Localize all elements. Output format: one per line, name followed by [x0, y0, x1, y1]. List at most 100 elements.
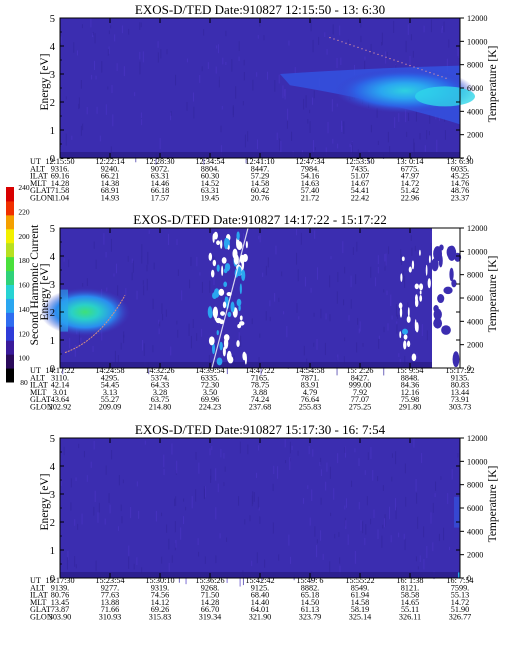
y2-tick-label: 8000 [467, 481, 483, 490]
orbit-cell: 42.14 [51, 381, 69, 390]
colorbar-tick-label: 100 [18, 354, 30, 363]
orbit-cell: 74.56 [151, 591, 169, 600]
orbit-cell: 3.01 [53, 388, 67, 397]
orbit-row-label: GLON [30, 403, 53, 412]
temperature-trace-point [385, 56, 387, 58]
orbit-cell: 224.23 [199, 403, 222, 412]
orbit-cell: 237.68 [249, 403, 272, 412]
orbit-row-label: UT [30, 576, 41, 585]
orbit-cell: 275.25 [349, 403, 372, 412]
y-axis-label: Energy [eV] [39, 54, 51, 111]
temperature-trace-point [433, 73, 435, 75]
colorbar-swatch [6, 214, 14, 230]
orbit-cell: 14.40 [251, 598, 269, 607]
orbit-cell: 14.76 [451, 179, 469, 188]
orbit-row-label: GLON [30, 194, 53, 203]
y2-axis-label: Temperature [K] [487, 46, 499, 123]
temperature-trace-point [421, 69, 423, 71]
colorbar-swatch [6, 270, 14, 285]
y-tick-label: 2 [50, 98, 55, 109]
y-axis-label: Energy [eV] [39, 264, 51, 321]
orbit-cell: 15:55:22 [345, 576, 374, 585]
colorbar-tick-label: 120 [18, 329, 30, 338]
orbit-cell: 9319. [151, 583, 169, 592]
temperature-trace-point [353, 45, 355, 47]
beam-fragment [402, 328, 408, 335]
panel-1: EXOS-D/TED Date:910827 12:15:50 - 13: 6:… [30, 2, 499, 203]
orbit-cell: 77.07 [351, 395, 369, 404]
panel-3: EXOS-D/TED Date:910827 15:17:30 - 16: 7:… [30, 422, 499, 622]
orbit-cell: 69.26 [151, 605, 169, 614]
colorbar-swatch [6, 326, 14, 341]
orbit-cell: 78.75 [251, 381, 269, 390]
orbit-cell: 9268. [201, 583, 219, 592]
y-tick-label: 4 [50, 252, 56, 263]
orbit-cell: 14.67 [351, 179, 369, 188]
y-tick-label: 1 [50, 336, 55, 347]
orbit-cell: 14.58 [351, 598, 369, 607]
orbit-cell: 16: 7:54 [446, 576, 473, 585]
y2-tick-label: 6000 [467, 84, 483, 93]
colorbar-tick-label: 240 [18, 183, 30, 192]
orbit-cell: 319.34 [199, 613, 222, 622]
ion-beam-edge [454, 496, 460, 528]
orbit-cell: 80.76 [51, 591, 69, 600]
temperature-trace [64, 294, 126, 354]
saturation-speckle-right [398, 249, 431, 362]
panel-title: EXOS-D/TED Date:910827 12:15:50 - 13: 6:… [135, 2, 385, 17]
orbit-cell: 14.38 [101, 179, 119, 188]
orbit-row-label: GLON [30, 613, 53, 622]
temperature-trace-point [345, 42, 347, 44]
orbit-cell: 9125. [251, 583, 269, 592]
y2-axis-label: Temperature [K] [487, 256, 499, 333]
orbit-cell: 4.79 [303, 388, 317, 397]
orbit-cell: 58.19 [351, 605, 369, 614]
y2-axis-label: Temperature [K] [487, 466, 499, 543]
y-tick-label: 0 [50, 364, 55, 375]
orbit-cell: 12:22:14 [95, 157, 124, 166]
temperature-trace-point [333, 38, 335, 40]
temperature-trace-point [401, 62, 403, 64]
orbit-cell: 23.37 [451, 194, 469, 203]
orbit-cell: 43.64 [51, 395, 69, 404]
orbit-cell: 202.92 [49, 403, 72, 412]
orbit-cell: 61.13 [301, 605, 319, 614]
orbit-cell: 321.90 [249, 613, 272, 622]
panel-title: EXOS-D/TED Date:910827 15:17:30 - 16: 7:… [135, 422, 386, 437]
data-gap-blobs [431, 244, 462, 368]
orbit-cell: 14.12 [151, 598, 169, 607]
orbit-cell: 3.88 [253, 388, 267, 397]
orbit-cell: 14.50 [301, 598, 319, 607]
orbit-row-label: ALT [30, 373, 45, 382]
temperature-trace-point [417, 67, 419, 69]
orbit-cell: 48.76 [451, 186, 469, 195]
y2-tick-label: 4000 [467, 107, 483, 116]
orbit-cell: 255.83 [299, 403, 322, 412]
orbit-cell: 8549. [351, 583, 369, 592]
colorbar-tick-label: 80 [20, 378, 28, 387]
y2-tick-label: 4000 [467, 527, 483, 536]
temperature-trace-point [365, 49, 367, 51]
y-tick-label: 3 [50, 70, 55, 81]
temperature-trace-point [389, 58, 391, 60]
colorbar-tick-label: 220 [18, 207, 30, 216]
y-tick-label: 3 [50, 280, 55, 291]
y-tick-label: 4 [50, 42, 56, 53]
orbit-cell: 63.31 [151, 172, 169, 181]
orbit-row-label: ALT [30, 583, 45, 592]
orbit-cell: 63.75 [151, 395, 169, 404]
orbit-cell: 3.13 [103, 388, 117, 397]
orbit-cell: 8427. [351, 373, 369, 382]
orbit-cell: 51.07 [351, 172, 369, 181]
temperature-trace-point [393, 59, 395, 61]
temperature-trace-point [441, 76, 443, 78]
orbit-cell: 55.13 [451, 591, 469, 600]
temperature-trace-point [445, 77, 447, 79]
orbit-row-label: UT [30, 157, 41, 166]
orbit-cell: 12:15:50 [45, 157, 74, 166]
speckle-streak [211, 227, 249, 369]
orbit-cell: 13.44 [451, 388, 469, 397]
orbit-cell: 13: 6:30 [446, 157, 473, 166]
temperature-trace-point [341, 41, 343, 43]
orbit-cell: 9240. [101, 164, 119, 173]
